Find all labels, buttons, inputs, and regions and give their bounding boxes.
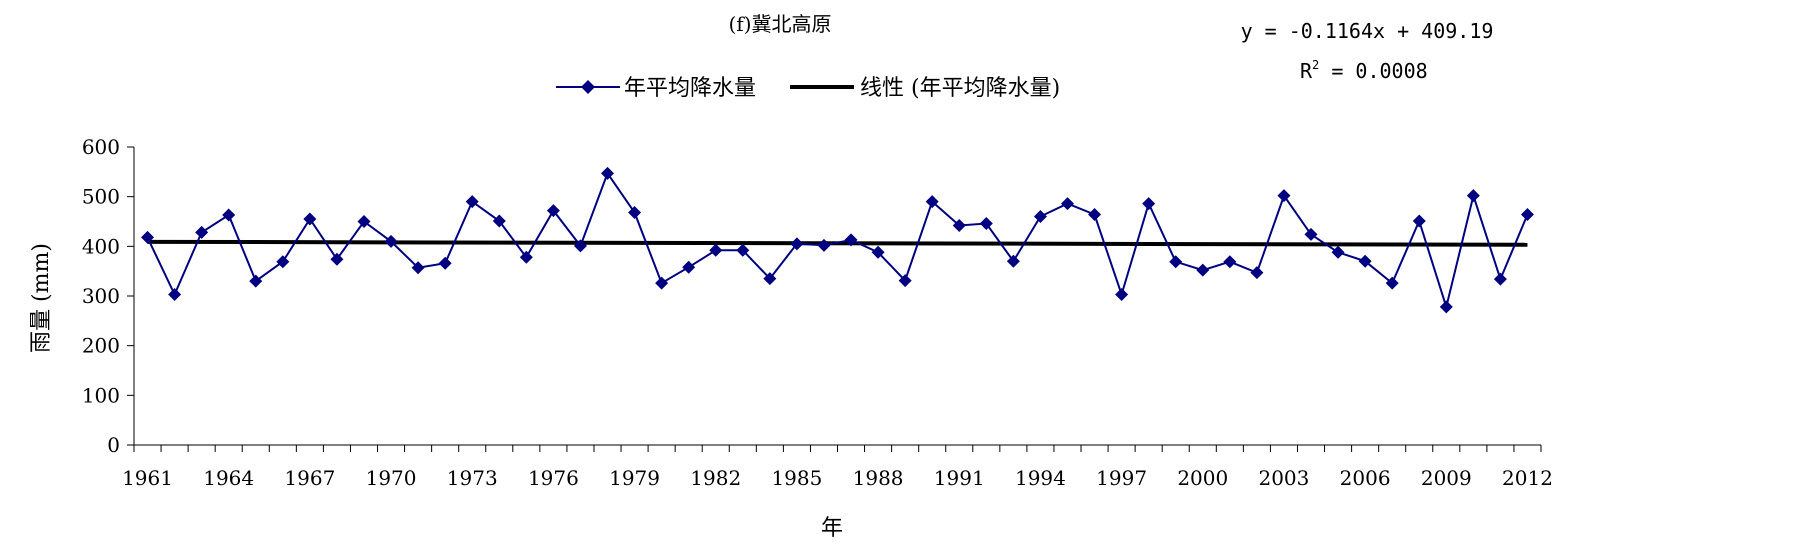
x-tick-label: 1994	[1015, 466, 1066, 490]
data-point	[438, 256, 452, 270]
data-point	[276, 255, 290, 269]
legend-series-marker	[581, 80, 595, 94]
data-point	[979, 216, 993, 230]
x-tick-label: 2000	[1177, 466, 1228, 490]
data-point	[249, 274, 263, 288]
legend-trend-label: 线性 (年平均降水量)	[860, 76, 1060, 101]
data-point	[519, 250, 533, 264]
x-tick-label: 1982	[690, 466, 741, 490]
data-point	[844, 233, 858, 247]
y-tick-label: 400	[82, 234, 120, 258]
x-tick-label: 1988	[853, 466, 904, 490]
x-tick-label: 2006	[1340, 466, 1391, 490]
data-point	[357, 215, 371, 228]
data-point	[1520, 208, 1534, 222]
data-point	[1358, 254, 1372, 268]
data-point	[601, 166, 615, 180]
data-point	[384, 234, 398, 248]
data-point	[141, 230, 155, 244]
data-point	[1006, 254, 1020, 268]
legend-entry-series: 年平均降水量	[556, 76, 756, 101]
r-squared-exp: 2	[1312, 58, 1319, 72]
data-point	[682, 260, 696, 274]
data-point	[1439, 300, 1453, 314]
data-point	[573, 239, 587, 253]
data-point	[817, 238, 831, 252]
series-line	[146, 171, 1529, 311]
legend-series-label: 年平均降水量	[624, 76, 756, 101]
x-tick-label: 1961	[122, 466, 173, 490]
y-ticks: 0 100 200 300 400 500 600	[82, 135, 134, 457]
data-point	[1142, 197, 1156, 211]
data-point	[871, 245, 885, 259]
y-tick-label: 200	[82, 334, 120, 358]
data-point	[303, 212, 317, 226]
data-point	[1466, 189, 1480, 203]
data-point	[1060, 197, 1074, 211]
data-point	[1385, 276, 1399, 290]
y-tick-label: 100	[82, 383, 120, 407]
data-point	[1223, 255, 1237, 269]
data-point	[1088, 208, 1102, 222]
y-tick-label: 600	[82, 135, 120, 159]
r-squared: R2 = 0.0008	[1300, 58, 1428, 83]
x-tick-label: 1964	[203, 466, 254, 490]
data-point	[925, 195, 939, 209]
data-point	[952, 218, 966, 232]
x-tick-label: 2012	[1502, 466, 1553, 490]
data-point	[1493, 272, 1507, 286]
x-tick-label: 1970	[366, 466, 417, 490]
x-tick-label: 1997	[1096, 466, 1147, 490]
data-point	[492, 214, 506, 228]
data-point	[1412, 214, 1426, 228]
data-point	[546, 204, 560, 218]
trend-equation: y = -0.1164x + 409.19	[1241, 19, 1494, 43]
data-point	[1196, 263, 1210, 277]
data-point	[168, 288, 182, 302]
chart-title: (f)冀北高原	[728, 12, 831, 36]
data-point	[195, 225, 209, 239]
data-point	[1033, 210, 1047, 224]
data-point	[763, 272, 777, 286]
r-squared-value: = 0.0008	[1319, 59, 1427, 83]
data-point	[1331, 245, 1345, 259]
x-ticks: 1961 1964 1967 1970 1973 1976 1979 1982 1985 1988…	[122, 445, 1553, 490]
legend-entry-trendline: 线性 (年平均降水量)	[790, 76, 1060, 101]
data-point	[465, 195, 479, 209]
y-tick-label: 300	[82, 284, 120, 308]
data-point	[628, 206, 642, 220]
x-tick-label: 1976	[528, 466, 579, 490]
x-axis-label: 年	[821, 516, 843, 541]
y-tick-label: 500	[82, 185, 120, 209]
x-tick-label: 1991	[934, 466, 985, 490]
r-squared-prefix: R	[1300, 59, 1313, 83]
y-tick-label: 0	[107, 433, 120, 457]
series-group	[141, 166, 1534, 314]
x-tick-label: 2009	[1421, 466, 1472, 490]
data-point	[790, 237, 804, 251]
data-point	[655, 276, 669, 290]
data-point	[709, 243, 723, 257]
data-point	[330, 252, 344, 266]
data-point	[736, 243, 750, 257]
y-axis-label: 雨量 (mm)	[29, 243, 54, 353]
legend: 年平均降水量 线性 (年平均降水量)	[556, 76, 1060, 101]
data-point	[222, 208, 236, 222]
data-point	[898, 274, 912, 288]
data-point	[411, 261, 425, 275]
data-point	[1304, 227, 1318, 241]
x-tick-label: 1967	[284, 466, 335, 490]
data-point	[1115, 288, 1129, 302]
x-tick-label: 1979	[609, 466, 660, 490]
data-point	[1277, 189, 1291, 203]
data-point	[1250, 266, 1264, 280]
x-tick-label: 1985	[771, 466, 822, 490]
data-point	[1169, 255, 1183, 269]
x-tick-label: 2003	[1258, 466, 1309, 490]
x-tick-label: 1973	[447, 466, 498, 490]
